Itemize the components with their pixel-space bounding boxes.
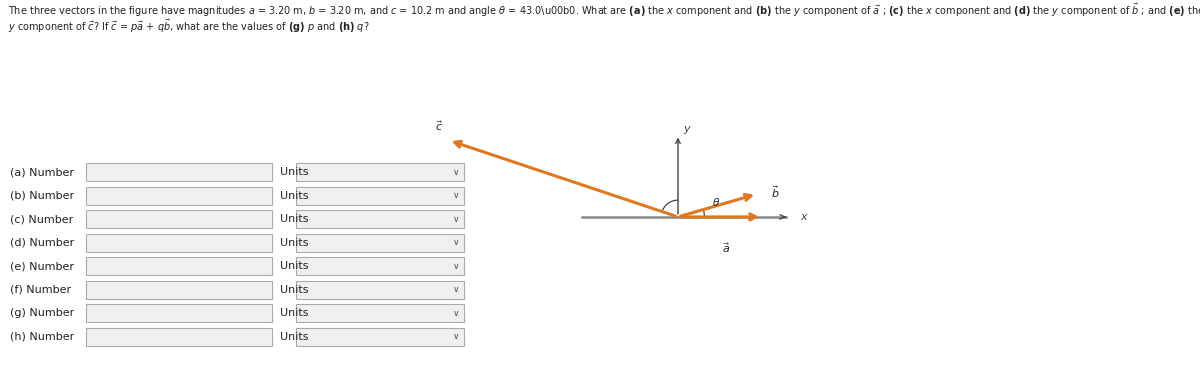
Text: The three vectors in the figure have magnitudes $a$ = 3.20 m, $b$ = 3.20 m, and : The three vectors in the figure have mag… xyxy=(8,2,1200,19)
Bar xyxy=(296,328,464,346)
Text: (b) Number: (b) Number xyxy=(10,191,73,200)
Bar xyxy=(86,304,272,322)
Bar xyxy=(296,281,464,299)
Text: ∨: ∨ xyxy=(452,285,460,294)
Text: Units: Units xyxy=(280,191,308,200)
Text: (c) Number: (c) Number xyxy=(10,214,73,224)
Text: Units: Units xyxy=(280,309,308,318)
Text: ∨: ∨ xyxy=(452,332,460,341)
Bar xyxy=(86,187,272,205)
Text: $\theta$: $\theta$ xyxy=(712,196,720,208)
Text: $\vec{c}$: $\vec{c}$ xyxy=(436,119,444,133)
Bar xyxy=(296,163,464,181)
Bar xyxy=(296,210,464,228)
Text: (e) Number: (e) Number xyxy=(10,261,73,271)
Bar xyxy=(86,281,272,299)
Text: ∨: ∨ xyxy=(452,168,460,177)
Bar xyxy=(296,304,464,322)
Text: ∨: ∨ xyxy=(452,238,460,247)
Bar xyxy=(296,234,464,252)
Text: Units: Units xyxy=(280,238,308,248)
Bar xyxy=(86,163,272,181)
Bar xyxy=(86,234,272,252)
Text: $y$ component of $\vec{c}$? If $\vec{c}$ = $p\vec{a}$ + $q\vec{b}$, what are the: $y$ component of $\vec{c}$? If $\vec{c}$… xyxy=(8,18,370,35)
Text: x: x xyxy=(800,212,808,222)
Bar xyxy=(296,257,464,275)
Text: ∨: ∨ xyxy=(452,191,460,200)
Bar xyxy=(86,328,272,346)
Text: (d) Number: (d) Number xyxy=(10,238,74,248)
Text: ∨: ∨ xyxy=(452,309,460,318)
Text: y: y xyxy=(683,124,690,134)
Text: (g) Number: (g) Number xyxy=(10,309,74,318)
Text: (f) Number: (f) Number xyxy=(10,285,71,295)
Bar xyxy=(86,210,272,228)
Text: Units: Units xyxy=(280,261,308,271)
Text: ∨: ∨ xyxy=(452,215,460,224)
Text: Units: Units xyxy=(280,167,308,177)
Text: $\vec{a}$: $\vec{a}$ xyxy=(721,241,731,255)
Text: Units: Units xyxy=(280,332,308,342)
Text: Units: Units xyxy=(280,214,308,224)
Text: (h) Number: (h) Number xyxy=(10,332,74,342)
Text: ∨: ∨ xyxy=(452,262,460,271)
Text: $\vec{b}$: $\vec{b}$ xyxy=(772,184,780,200)
Text: Units: Units xyxy=(280,285,308,295)
Bar xyxy=(86,257,272,275)
Text: (a) Number: (a) Number xyxy=(10,167,73,177)
Bar xyxy=(296,187,464,205)
